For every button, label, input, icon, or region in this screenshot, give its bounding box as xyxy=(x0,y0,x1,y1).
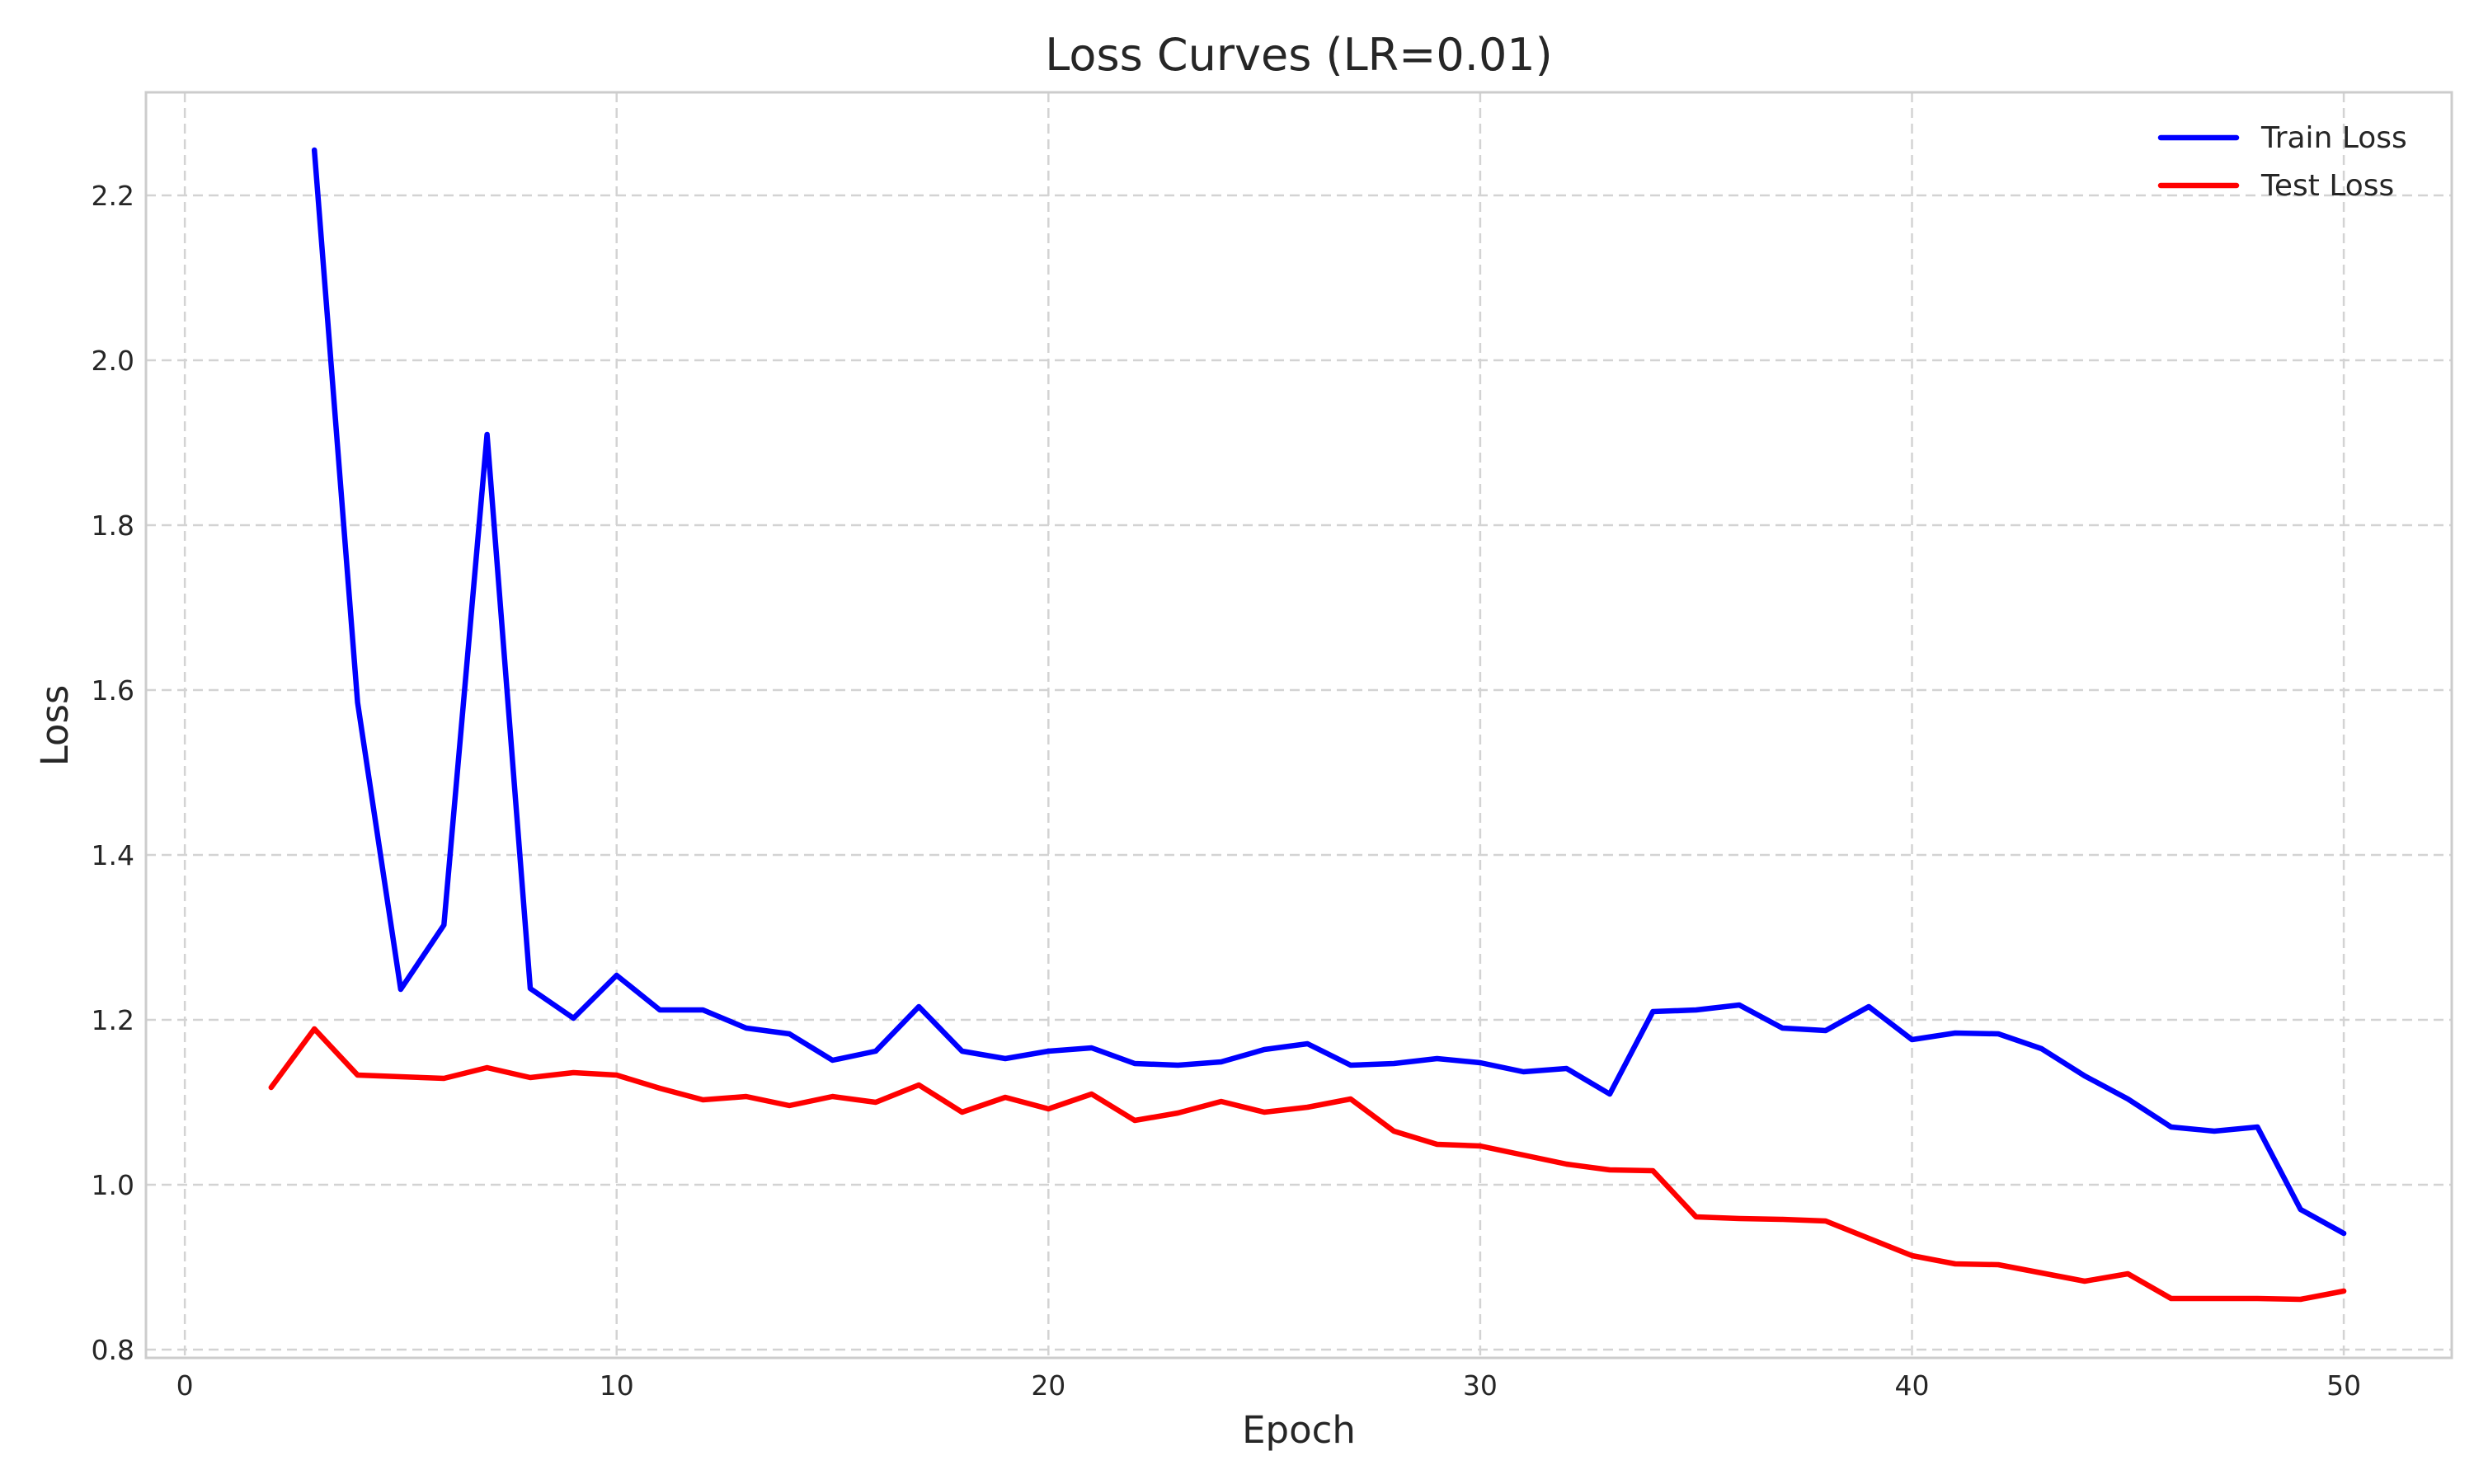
train-loss-line xyxy=(311,147,2347,1237)
y-tick-label: 0.8 xyxy=(92,1334,134,1366)
y-axis-label: Loss xyxy=(33,685,77,767)
legend-label-test-loss: Test Loss xyxy=(2260,169,2394,203)
x-axis-label: Epoch xyxy=(1242,1408,1356,1452)
y-tick-label: 1.2 xyxy=(92,1004,134,1036)
y-tick-label: 2.0 xyxy=(92,345,134,377)
test-loss-line xyxy=(268,1026,2347,1303)
y-tick-label: 1.6 xyxy=(92,674,134,707)
x-axis-ticks: 0 10 20 30 40 50 xyxy=(176,1369,2361,1402)
grid xyxy=(146,92,2452,1358)
x-tick-label: 0 xyxy=(176,1369,194,1402)
x-tick-label: 20 xyxy=(1031,1369,1065,1402)
y-tick-label: 2.2 xyxy=(92,180,134,212)
y-axis-ticks: 0.8 1.0 1.2 1.4 1.6 1.8 2.0 2.2 xyxy=(92,180,134,1366)
x-tick-label: 30 xyxy=(1463,1369,1498,1402)
x-tick-label: 50 xyxy=(2326,1369,2361,1402)
y-tick-label: 1.0 xyxy=(92,1169,134,1201)
y-tick-label: 1.8 xyxy=(92,510,134,542)
plot-frame xyxy=(144,91,2453,1360)
series-group xyxy=(268,147,2347,1303)
legend-label-train-loss: Train Loss xyxy=(2260,121,2407,155)
x-tick-label: 40 xyxy=(1895,1369,1930,1402)
x-tick-label: 10 xyxy=(600,1369,634,1402)
y-tick-label: 1.4 xyxy=(92,839,134,871)
chart-title: Loss Curves (LR=0.01) xyxy=(1045,29,1552,81)
legend: Train Loss Test Loss xyxy=(2157,121,2407,203)
